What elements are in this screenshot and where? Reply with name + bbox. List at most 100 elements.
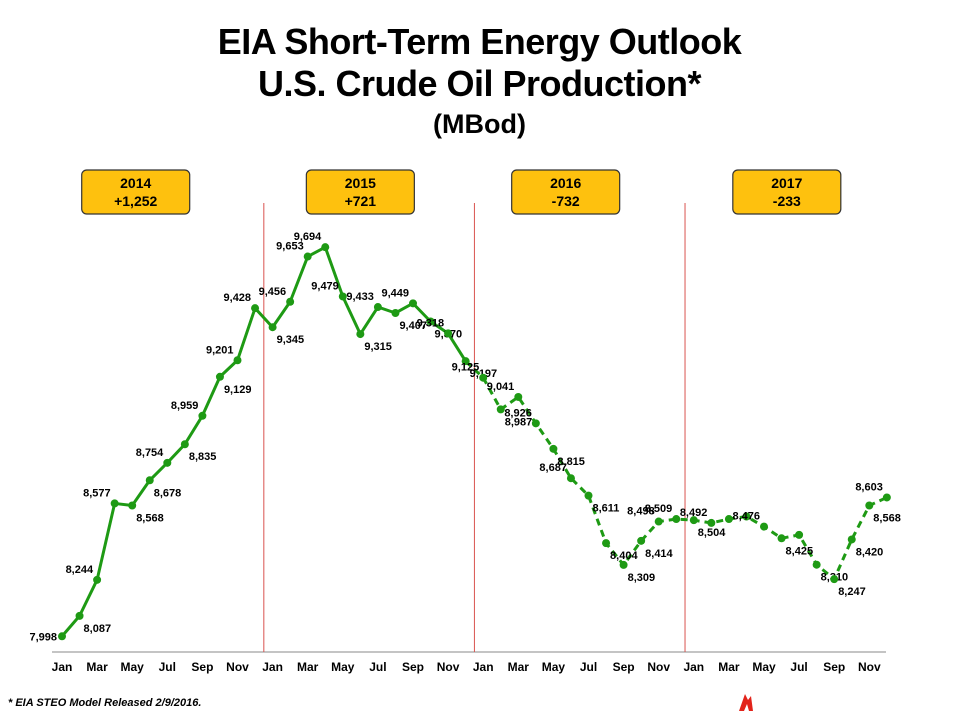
data-label-24: 9,125 xyxy=(452,362,480,374)
x-tick-label-10: Sep xyxy=(402,660,424,674)
x-tick-label-14: May xyxy=(542,660,566,674)
data-label-33: 8,414 xyxy=(645,548,673,560)
data-point-18 xyxy=(373,303,382,312)
data-label-41: 8,425 xyxy=(786,545,814,557)
data-label-20: 9,449 xyxy=(381,287,409,299)
data-point-6 xyxy=(163,458,172,467)
data-label-31: 8,404 xyxy=(610,550,638,562)
x-tick-label-20: May xyxy=(752,660,776,674)
x-tick-label-5: Nov xyxy=(226,660,249,674)
data-label-29: 8,687 xyxy=(539,462,567,474)
x-tick-label-1: Mar xyxy=(86,660,108,674)
data-label-35: 8,509 xyxy=(645,503,673,515)
data-label-27: 8,926 xyxy=(504,407,532,419)
chart-title-line2: U.S. Crude Oil Production* xyxy=(257,63,702,104)
data-point-21 xyxy=(426,317,435,326)
data-point-17 xyxy=(356,330,365,339)
chart-title-line1: EIA Short-Term Energy Outlook xyxy=(217,21,742,62)
data-label-0: 7,998 xyxy=(29,631,57,643)
year-box-label-2017: 2017 xyxy=(771,175,802,191)
data-point-41 xyxy=(777,534,786,543)
data-label-28: 8,815 xyxy=(557,456,585,468)
x-tick-label-4: Sep xyxy=(191,660,213,674)
data-label-30: 8,611 xyxy=(593,503,620,515)
data-label-37: 8,492 xyxy=(680,507,708,519)
x-tick-label-6: Jan xyxy=(262,660,283,674)
data-label-1: 8,087 xyxy=(84,623,112,635)
data-label-9: 9,129 xyxy=(224,384,252,396)
data-point-30 xyxy=(584,491,593,500)
x-tick-label-7: Mar xyxy=(297,660,319,674)
data-point-7 xyxy=(180,440,189,449)
x-tick-label-22: Sep xyxy=(823,660,845,674)
data-label-26: 9,041 xyxy=(487,381,515,393)
x-tick-label-21: Jul xyxy=(790,660,807,674)
data-label-18: 9,433 xyxy=(346,291,374,303)
x-tick-label-8: May xyxy=(331,660,355,674)
data-label-13: 9,456 xyxy=(259,286,287,298)
data-label-12: 9,345 xyxy=(277,334,305,346)
data-point-42 xyxy=(795,530,804,539)
data-point-24 xyxy=(479,373,488,382)
x-tick-label-18: Jan xyxy=(683,660,704,674)
data-label-45: 8,420 xyxy=(856,546,884,558)
data-label-3: 8,577 xyxy=(83,487,111,499)
footnote: * EIA STEO Model Released 2/9/2016. xyxy=(8,697,202,709)
data-point-47 xyxy=(882,493,891,502)
data-point-35 xyxy=(672,515,681,524)
x-tick-label-3: Jul xyxy=(159,660,176,674)
data-point-5 xyxy=(145,476,154,485)
data-point-31 xyxy=(602,539,611,548)
data-point-20 xyxy=(409,299,417,308)
year-box-label-2014: 2014 xyxy=(120,175,151,191)
data-label-16: 9,479 xyxy=(311,280,339,292)
x-tick-label-16: Sep xyxy=(613,660,635,674)
data-point-25 xyxy=(496,405,505,414)
data-point-10 xyxy=(233,356,242,365)
data-point-26 xyxy=(514,392,523,401)
year-box-change-2016: -732 xyxy=(552,193,580,209)
data-point-22 xyxy=(444,329,453,338)
x-tick-label-17: Nov xyxy=(647,660,670,674)
data-point-23 xyxy=(461,357,470,366)
data-label-6: 8,754 xyxy=(136,447,164,459)
data-point-8 xyxy=(198,411,207,420)
data-point-4 xyxy=(128,501,137,510)
data-label-25: 8,987 xyxy=(505,416,533,428)
data-label-2: 8,244 xyxy=(66,564,94,576)
year-box-2015 xyxy=(305,169,415,215)
data-point-33 xyxy=(637,536,646,545)
data-label-47: 8,603 xyxy=(855,481,883,493)
data-label-40: 8,476 xyxy=(732,511,760,523)
data-point-15 xyxy=(321,243,330,252)
x-tick-label-11: Nov xyxy=(437,660,460,674)
year-box-2017 xyxy=(732,169,842,215)
data-label-15: 9,694 xyxy=(294,231,322,243)
data-label-14: 9,653 xyxy=(276,241,304,253)
data-point-11 xyxy=(251,304,260,313)
data-point-37 xyxy=(707,518,716,527)
x-tick-label-23: Nov xyxy=(858,660,881,674)
data-label-7: 8,835 xyxy=(189,451,217,463)
x-tick-label-19: Mar xyxy=(718,660,740,674)
data-label-17: 9,315 xyxy=(364,341,392,353)
x-tick-label-2: May xyxy=(121,660,145,674)
data-label-11: 9,428 xyxy=(224,292,252,304)
data-point-28 xyxy=(549,444,558,453)
data-point-32 xyxy=(619,560,628,569)
data-label-32: 8,309 xyxy=(628,572,656,584)
x-tick-label-13: Mar xyxy=(508,660,530,674)
data-point-36 xyxy=(689,516,698,525)
data-point-14 xyxy=(303,252,312,261)
data-label-10: 9,201 xyxy=(206,344,234,356)
year-box-2014 xyxy=(81,169,191,215)
year-box-change-2017: -233 xyxy=(773,193,801,209)
data-point-44 xyxy=(830,575,839,584)
data-point-1 xyxy=(75,611,84,620)
data-point-39 xyxy=(742,512,751,521)
data-point-16 xyxy=(338,292,347,301)
data-point-43 xyxy=(812,560,821,569)
data-point-13 xyxy=(286,297,295,306)
data-label-19: 9,407 xyxy=(399,320,427,332)
